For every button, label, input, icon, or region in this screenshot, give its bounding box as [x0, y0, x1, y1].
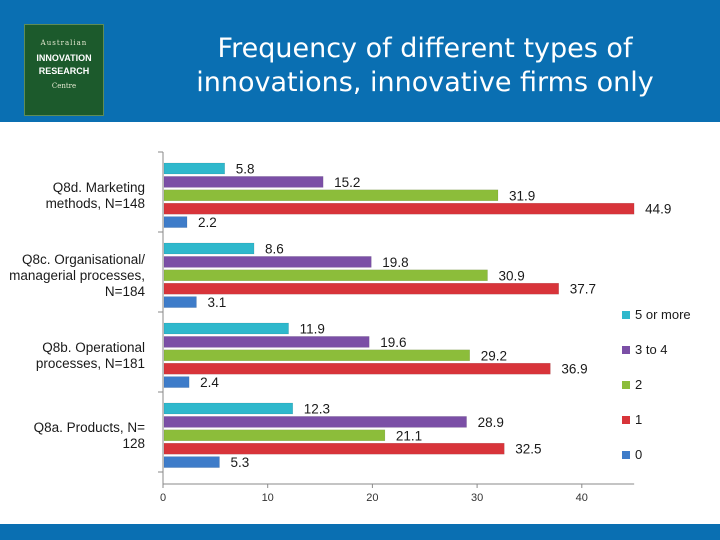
logo: Australian INNOVATION RESEARCH Centre — [24, 24, 104, 116]
bar — [163, 456, 220, 468]
category-label: processes, N=181 — [36, 356, 145, 371]
bar — [163, 416, 467, 428]
bar — [163, 296, 197, 308]
category-label: methods, N=148 — [46, 196, 145, 211]
legend-swatch — [622, 381, 630, 389]
bar — [163, 189, 499, 202]
legend-label: 0 — [635, 447, 642, 462]
bar — [163, 176, 324, 188]
legend-swatch — [622, 416, 630, 424]
data-label: 28.9 — [478, 415, 504, 430]
bar — [163, 282, 559, 295]
data-label: 32.5 — [515, 442, 541, 457]
logo-line-2: INNOVATION — [36, 53, 92, 63]
legend-label: 5 or more — [635, 307, 691, 322]
logo-line-3: RESEARCH — [38, 66, 90, 76]
bar — [163, 442, 505, 455]
data-label: 8.6 — [265, 242, 284, 257]
data-label: 15.2 — [334, 175, 360, 190]
data-label: 44.9 — [645, 202, 671, 217]
legend-swatch — [622, 451, 630, 459]
data-label: 31.9 — [509, 188, 535, 203]
bar — [163, 402, 294, 415]
x-tick-label: 20 — [366, 492, 378, 504]
bar — [163, 216, 188, 228]
footer-bar — [0, 524, 720, 540]
legend-swatch — [622, 311, 630, 319]
data-label: 21.1 — [396, 428, 422, 443]
data-label: 12.3 — [304, 402, 330, 417]
data-label: 30.9 — [499, 268, 525, 283]
logo-line-4: Centre — [51, 82, 77, 90]
data-label: 2.2 — [198, 215, 217, 230]
category-label: managerial processes, — [9, 268, 145, 283]
legend-label: 1 — [635, 412, 642, 427]
bar — [163, 242, 255, 255]
data-label: 11.9 — [300, 322, 325, 337]
legend-swatch — [622, 346, 630, 354]
data-label: 29.2 — [481, 348, 507, 363]
legend-label: 3 to 4 — [635, 342, 668, 357]
x-tick-label: 40 — [576, 492, 588, 504]
bar — [163, 336, 370, 348]
category-label: Q8b. Operational — [42, 340, 145, 355]
data-label: 5.8 — [236, 162, 255, 177]
category-label: 128 — [122, 436, 145, 451]
bar — [163, 376, 190, 388]
data-label: 3.1 — [207, 295, 226, 310]
bar — [163, 256, 372, 268]
x-tick-label: 0 — [160, 492, 166, 504]
bar — [163, 349, 470, 362]
bar — [163, 162, 225, 175]
bar — [163, 322, 289, 335]
category-label: Q8c. Organisational/ — [22, 252, 145, 267]
legend-label: 2 — [635, 377, 642, 392]
data-label: 2.4 — [200, 375, 219, 390]
data-label: 5.3 — [230, 455, 249, 470]
bar — [163, 362, 551, 375]
slide-title: Frequency of different types of innovati… — [196, 33, 654, 98]
logo-line-1: Australian — [40, 39, 88, 47]
category-label: Q8d. Marketing — [53, 180, 145, 195]
category-label: N=184 — [105, 284, 146, 299]
bar — [163, 429, 386, 442]
data-label: 19.8 — [382, 255, 408, 270]
bar — [163, 269, 488, 282]
x-tick-label: 30 — [471, 492, 483, 504]
header-bar: Australian INNOVATION RESEARCH Centre Fr… — [0, 0, 720, 122]
data-label: 19.6 — [380, 335, 406, 350]
bar — [163, 202, 635, 215]
data-label: 36.9 — [561, 362, 587, 377]
data-label: 37.7 — [570, 282, 596, 297]
x-tick-label: 10 — [262, 492, 274, 504]
category-label: Q8a. Products, N= — [34, 420, 146, 435]
